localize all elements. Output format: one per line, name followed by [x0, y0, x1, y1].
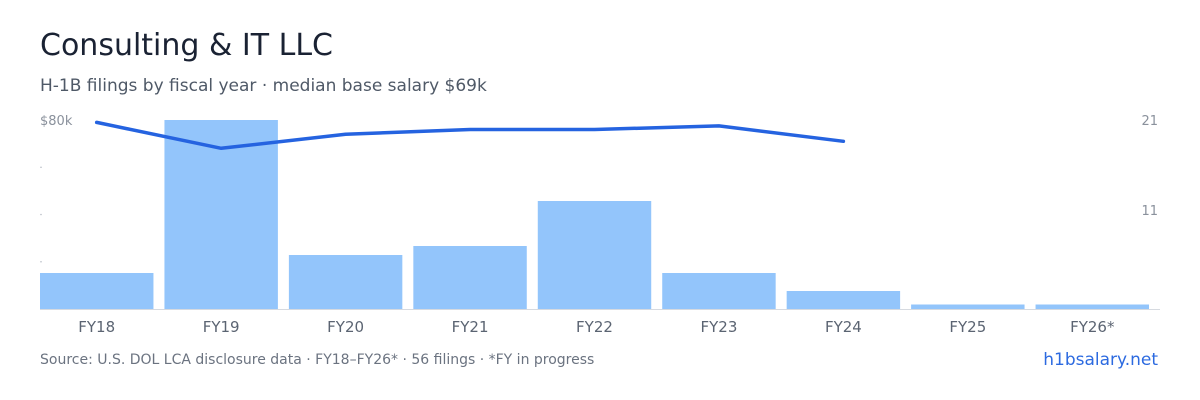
- x-tick-label: FY25: [949, 318, 986, 336]
- right-axis-tick-label: 21: [1141, 114, 1158, 129]
- x-tick-label: FY20: [327, 318, 364, 336]
- bar-fy23: [662, 273, 776, 309]
- x-tick-label: FY23: [700, 318, 737, 336]
- bar-fy24: [786, 291, 901, 309]
- chart-subtitle: H-1B filings by fiscal year · median bas…: [40, 76, 487, 96]
- left-axis-tick-mark: [40, 166, 42, 169]
- median-salary-line: [94, 120, 846, 151]
- brand-link[interactable]: h1bsalary.net: [1043, 350, 1158, 370]
- bar-fy26: [1035, 304, 1149, 309]
- bar-fy20: [288, 255, 403, 309]
- left-axis-max-label: $80k: [40, 114, 73, 129]
- x-tick-label: FY22: [576, 318, 613, 336]
- x-tick-label: FY21: [452, 318, 489, 336]
- right-axis-tick-label: 11: [1141, 204, 1158, 219]
- bar-fy21: [413, 246, 527, 309]
- left-axis-tick-mark: [40, 260, 42, 263]
- x-tick-label: FY26*: [1070, 318, 1115, 336]
- left-axis-tick-mark: [40, 213, 42, 216]
- x-tick-label: FY18: [78, 318, 115, 336]
- chart-title: Consulting & IT LLC: [40, 28, 333, 63]
- bar-fy18: [40, 273, 154, 309]
- bar-fy22: [537, 201, 652, 309]
- bar-fy25: [911, 304, 1025, 309]
- x-tick-label: FY24: [825, 318, 862, 336]
- source-note: Source: U.S. DOL LCA disclosure data · F…: [40, 352, 595, 368]
- x-tick-label: FY19: [203, 318, 240, 336]
- bar-fy19: [164, 120, 278, 309]
